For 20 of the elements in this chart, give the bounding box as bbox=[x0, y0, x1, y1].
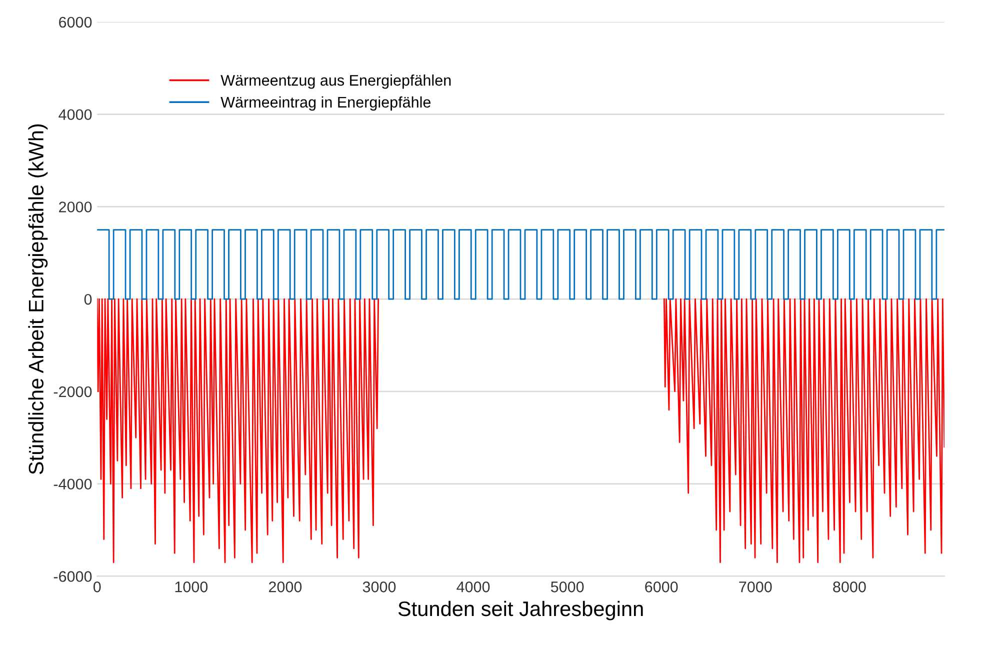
x-tick-label: 3000 bbox=[362, 581, 396, 592]
x-tick-label: 6000 bbox=[645, 581, 678, 592]
x-tick-label: 8000 bbox=[833, 581, 866, 592]
y-tick-label: 2000 bbox=[59, 202, 92, 212]
legend-label: Wärmeentzug aus Energiepfählen bbox=[220, 74, 451, 89]
x-tick-label: 0 bbox=[93, 581, 101, 592]
x-tick-label: 5000 bbox=[550, 581, 584, 592]
y-tick-label: -2000 bbox=[54, 386, 92, 398]
legend-label: Wärmeeintrag in Energiepfähle bbox=[220, 96, 431, 111]
x-tick-label: 2000 bbox=[268, 581, 302, 592]
y-tick-label: -6000 bbox=[54, 571, 92, 582]
x-tick-label: 4000 bbox=[456, 581, 490, 592]
y-tick-label: 4000 bbox=[58, 109, 92, 120]
x-tick-label: 7000 bbox=[739, 581, 772, 592]
y-axis-title: Stündliche Arbeit Energiepfähle (kWh) bbox=[28, 124, 48, 474]
x-tick-label: 1000 bbox=[175, 581, 208, 592]
y-tick-label: 6000 bbox=[59, 16, 92, 28]
y-tick-label: -4000 bbox=[54, 478, 92, 490]
y-tick-label: 0 bbox=[84, 294, 92, 305]
x-axis-title: Stunden seit Jahresbeginn bbox=[398, 600, 643, 620]
